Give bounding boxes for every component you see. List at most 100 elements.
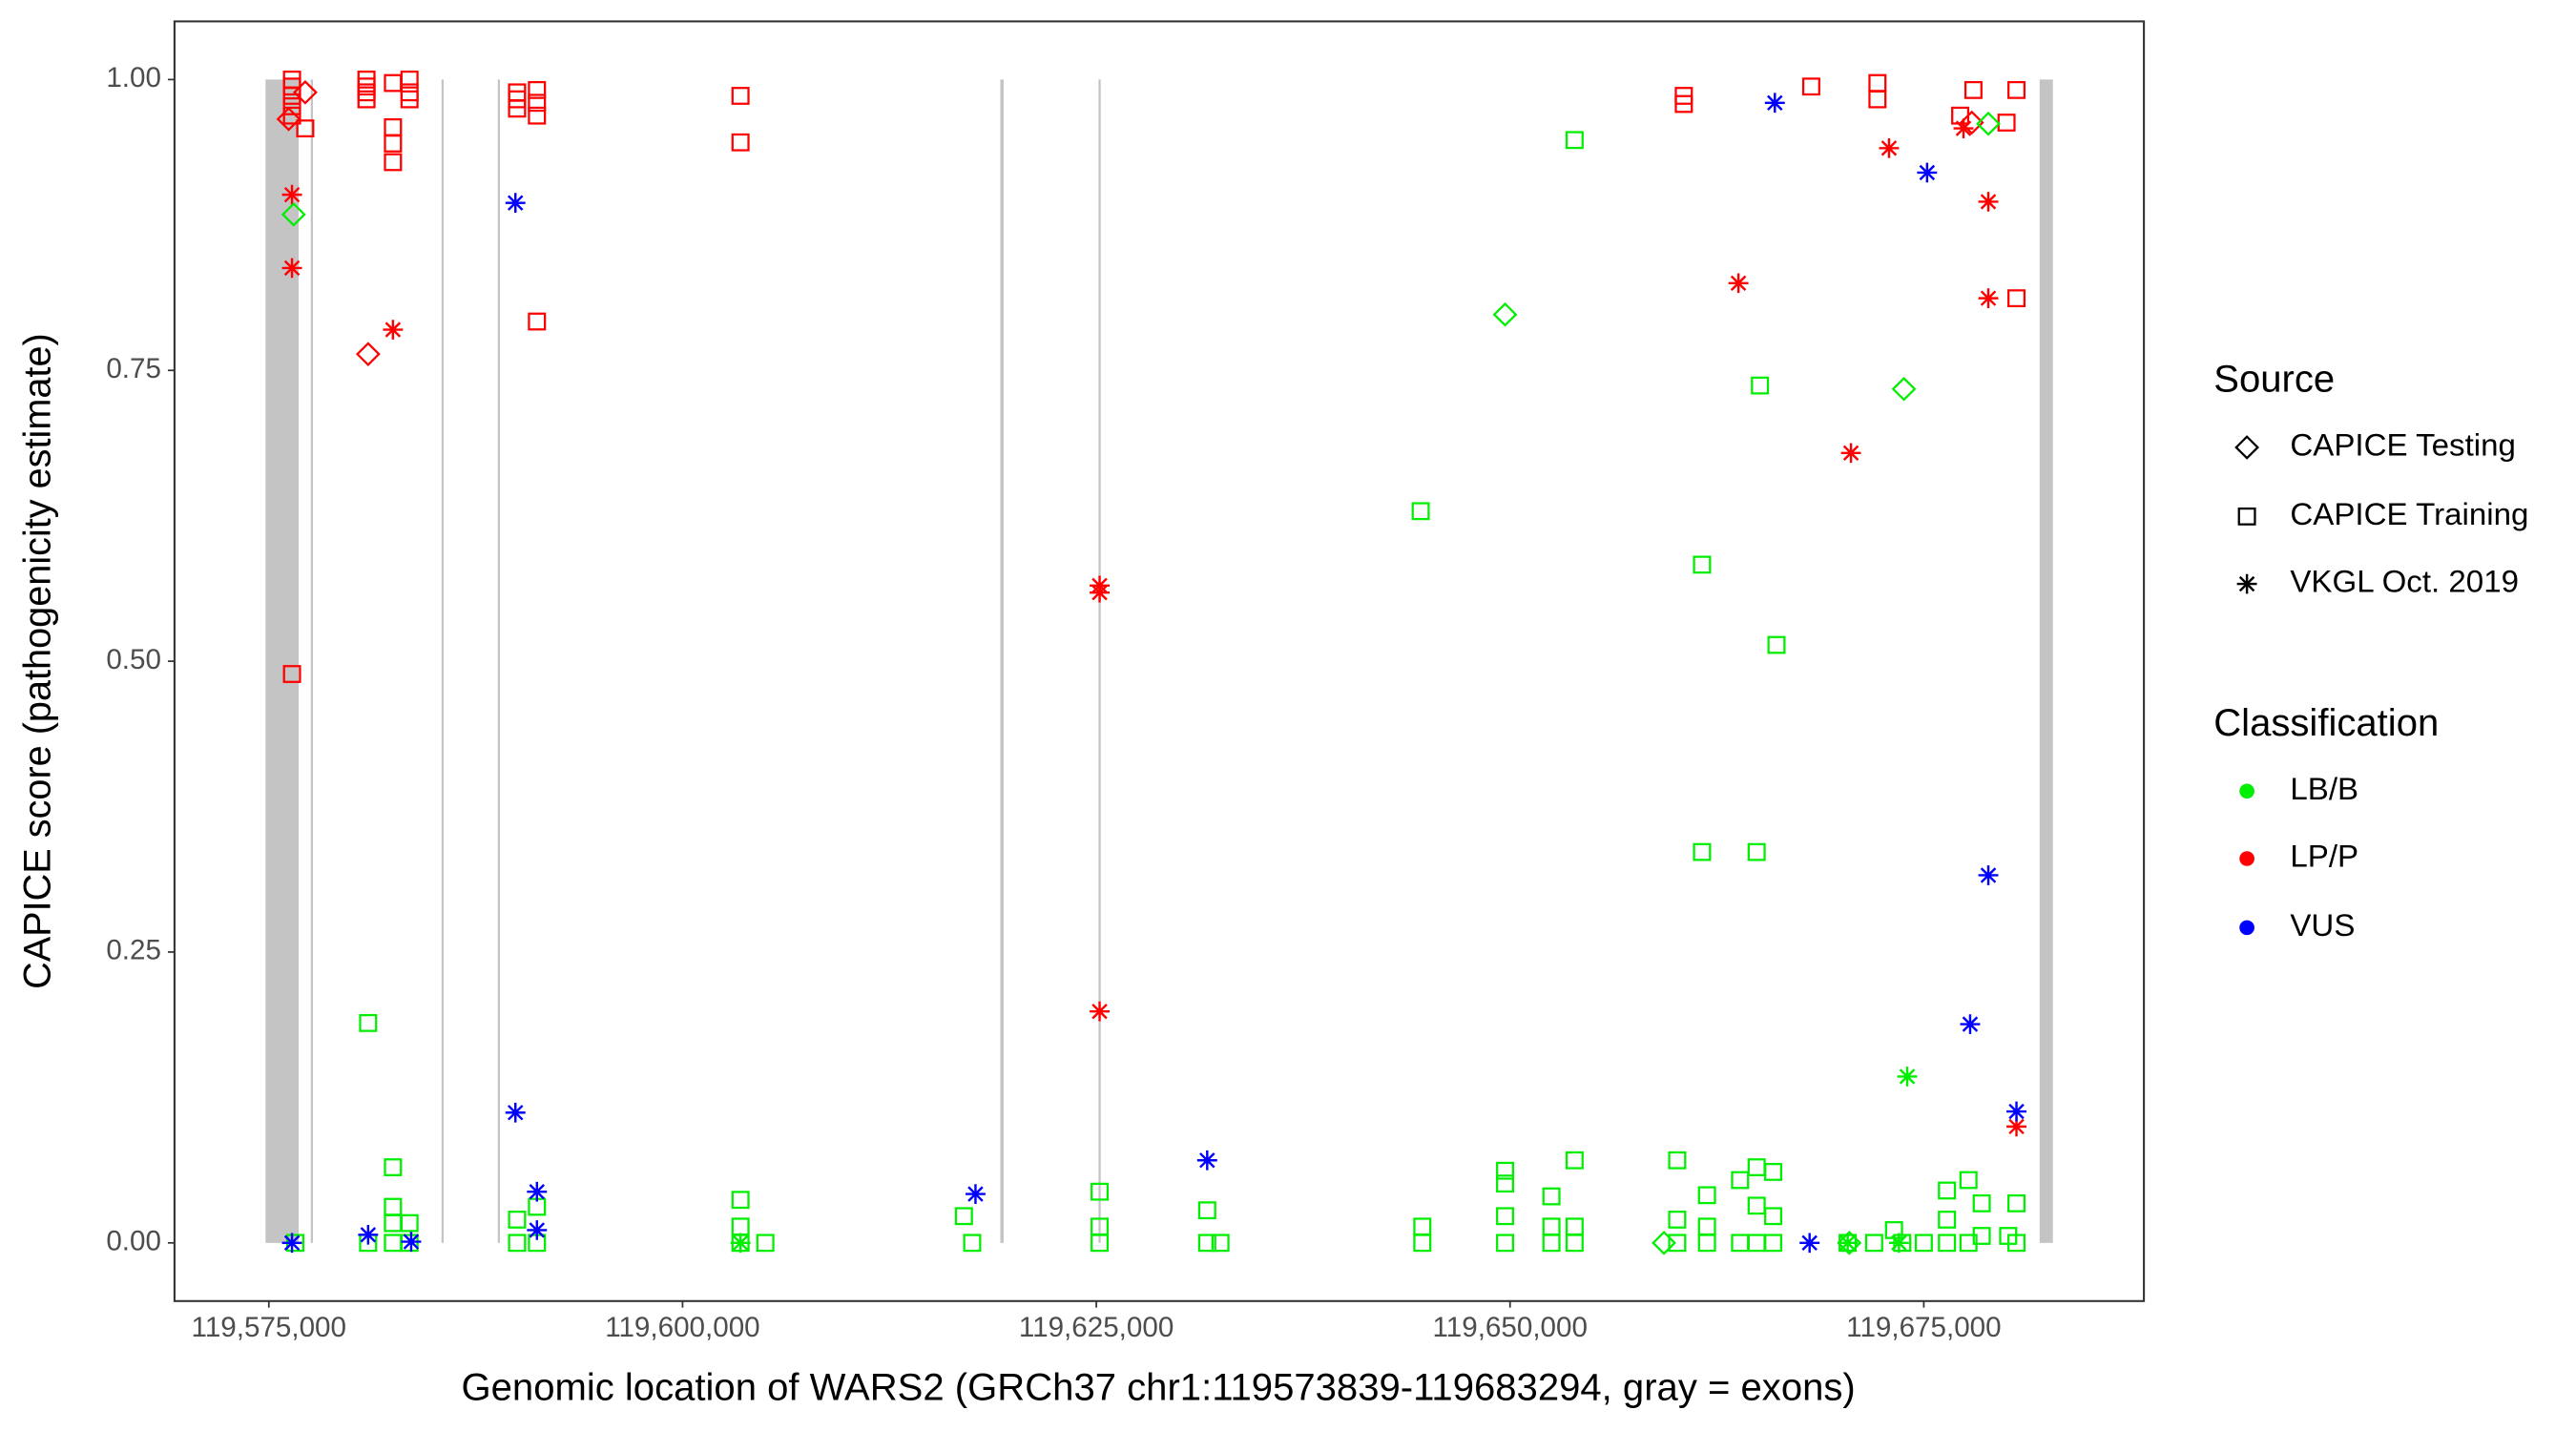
- data-point: [731, 133, 750, 152]
- data-point: [1801, 77, 1820, 96]
- data-point: [282, 106, 301, 125]
- data-point: [1747, 1234, 1766, 1253]
- data-point: [2006, 1101, 2026, 1122]
- data-point: [1767, 635, 1786, 654]
- legend-symbol: [2239, 783, 2254, 799]
- data-point: [731, 1217, 750, 1236]
- data-point: [1196, 1150, 1217, 1171]
- x-tick-label: 119,575,000: [192, 1312, 346, 1343]
- data-point: [400, 1213, 419, 1233]
- data-point: [1693, 555, 1712, 574]
- data-point: [731, 1191, 750, 1210]
- data-point: [1697, 1217, 1716, 1236]
- data-point: [1976, 111, 2001, 136]
- data-point: [1978, 192, 1999, 212]
- data-point: [1496, 1207, 1515, 1226]
- data-point: [1764, 93, 1785, 114]
- data-point: [1668, 1234, 1687, 1253]
- legend-title: Classification: [2213, 702, 2439, 744]
- data-point: [384, 1234, 403, 1253]
- point-layer: [276, 70, 2026, 1255]
- data-point: [1938, 1211, 1957, 1229]
- data-point: [282, 665, 301, 683]
- data-point: [1496, 1161, 1515, 1180]
- x-tick-label: 119,650,000: [1433, 1312, 1588, 1343]
- data-point: [1963, 80, 1983, 99]
- legend-symbol: [2237, 507, 2256, 526]
- data-point: [384, 1158, 403, 1176]
- data-point: [1960, 1014, 1981, 1034]
- data-point: [1997, 114, 2016, 132]
- exon: [497, 79, 501, 1243]
- data-point: [1917, 162, 1938, 183]
- data-point: [508, 1211, 527, 1229]
- data-point: [281, 258, 302, 279]
- data-point: [1868, 73, 1887, 93]
- x-tick-label: 119,675,000: [1846, 1312, 2001, 1343]
- data-point: [1413, 1217, 1432, 1236]
- data-point: [384, 117, 403, 136]
- data-point: [384, 73, 403, 93]
- data-point: [1751, 376, 1770, 395]
- legend-label: CAPICE Training: [2290, 496, 2528, 531]
- data-point: [1197, 1201, 1216, 1220]
- data-point: [966, 1184, 986, 1204]
- legend-label: VKGL Oct. 2019: [2290, 564, 2519, 599]
- data-point: [383, 320, 404, 340]
- data-point: [528, 93, 547, 113]
- data-point: [1938, 1234, 1957, 1253]
- legend-title: Source: [2213, 359, 2335, 401]
- data-point: [293, 80, 318, 105]
- data-point: [1542, 1217, 1561, 1236]
- data-point: [1668, 1211, 1687, 1229]
- data-point: [1496, 1174, 1515, 1193]
- data-point: [1799, 1233, 1820, 1254]
- data-point: [282, 87, 301, 105]
- data-point: [1764, 1207, 1783, 1226]
- data-point: [400, 70, 419, 89]
- data-point: [1747, 842, 1766, 861]
- data-point: [2007, 1193, 2026, 1213]
- data-point: [355, 342, 381, 366]
- exon: [1000, 79, 1004, 1243]
- data-point: [2007, 80, 2026, 99]
- panel-border: [173, 20, 2146, 1302]
- data-point: [1697, 1234, 1716, 1253]
- data-point: [1496, 1234, 1515, 1253]
- data-point: [384, 153, 403, 172]
- data-point: [527, 1181, 548, 1202]
- exon-layer: [265, 79, 2053, 1243]
- data-point: [508, 99, 527, 118]
- data-point: [400, 90, 419, 109]
- x-tick-label: 119,600,000: [605, 1312, 759, 1343]
- x-tick-label: 119,625,000: [1019, 1312, 1174, 1343]
- data-point: [508, 1234, 527, 1253]
- data-point: [1951, 106, 1970, 125]
- data-point: [1542, 1187, 1561, 1206]
- data-point: [1565, 1234, 1584, 1253]
- data-point: [1978, 865, 1999, 885]
- data-point: [1090, 1001, 1111, 1022]
- exon: [265, 79, 299, 1243]
- exon: [441, 79, 445, 1243]
- data-point: [1972, 1193, 1991, 1213]
- data-point: [1868, 90, 1887, 109]
- data-point: [282, 97, 301, 115]
- legend-label: CAPICE Testing: [2290, 427, 2516, 463]
- data-point: [508, 90, 527, 109]
- data-point: [384, 1213, 403, 1233]
- data-point: [1879, 137, 1900, 158]
- data-point: [1731, 1171, 1750, 1190]
- data-point: [281, 184, 302, 205]
- y-tick-label: 0.75: [106, 353, 161, 384]
- data-point: [505, 193, 526, 213]
- data-point: [357, 90, 376, 109]
- legend-symbol: [2239, 920, 2254, 936]
- data-point: [1978, 288, 1999, 308]
- data-point: [384, 1197, 403, 1216]
- y-tick-label: 0.00: [106, 1226, 161, 1257]
- data-point: [2007, 1234, 2026, 1253]
- data-point: [384, 135, 403, 153]
- data-point: [1838, 1233, 1859, 1254]
